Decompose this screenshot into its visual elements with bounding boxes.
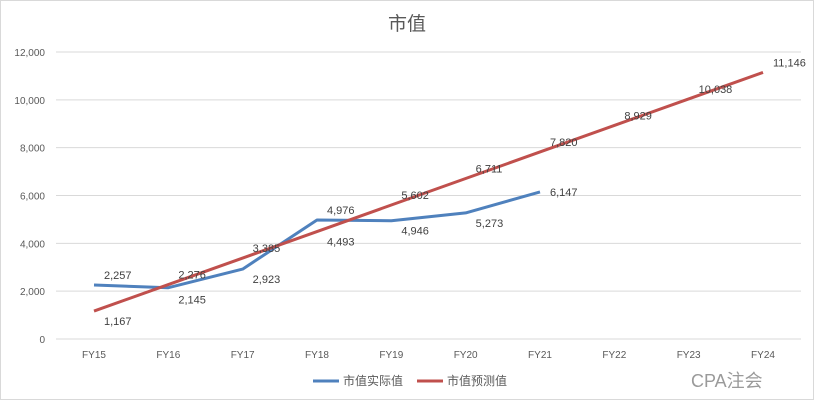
y-tick-label: 4,000 bbox=[20, 239, 45, 250]
data-label: 6,711 bbox=[476, 163, 503, 175]
series-line-1 bbox=[93, 71, 764, 313]
data-label: 5,602 bbox=[401, 190, 429, 202]
x-tick-label: FY15 bbox=[82, 350, 106, 361]
y-tick-label: 6,000 bbox=[20, 192, 45, 203]
legend-label: 市值预测值 bbox=[447, 373, 507, 388]
data-label: 4,946 bbox=[401, 226, 429, 238]
watermark: CPA注会 bbox=[691, 371, 763, 391]
x-tick-label: FY22 bbox=[602, 350, 626, 361]
data-label: 5,273 bbox=[476, 218, 504, 230]
data-label: 8,929 bbox=[624, 110, 652, 122]
legend-label: 市值实际值 bbox=[343, 373, 403, 388]
x-tick-label: FY19 bbox=[379, 350, 403, 361]
data-label: 2,276 bbox=[178, 270, 206, 282]
data-label: 7,820 bbox=[550, 137, 578, 149]
data-label: 3,385 bbox=[253, 243, 281, 255]
data-label: 2,923 bbox=[253, 274, 281, 286]
x-tick-label: FY21 bbox=[528, 350, 552, 361]
x-tick-label: FY24 bbox=[751, 350, 775, 361]
y-tick-label: 12,000 bbox=[14, 48, 45, 59]
data-label: 4,493 bbox=[327, 237, 355, 249]
data-label: 1,167 bbox=[104, 316, 132, 328]
data-label: 4,976 bbox=[327, 205, 355, 217]
x-tick-label: FY16 bbox=[156, 350, 180, 361]
series-line-0 bbox=[93, 190, 541, 290]
y-tick-label: 8,000 bbox=[20, 144, 45, 155]
data-label: 2,145 bbox=[178, 295, 206, 307]
y-tick-label: 0 bbox=[39, 335, 45, 346]
x-tick-label: FY23 bbox=[677, 350, 701, 361]
y-tick-label: 10,000 bbox=[14, 96, 45, 107]
data-label: 11,146 bbox=[773, 57, 806, 69]
chart-title: 市值 bbox=[388, 13, 426, 35]
x-tick-label: FY18 bbox=[305, 350, 329, 361]
x-tick-label: FY20 bbox=[454, 350, 478, 361]
x-tick-label: FY17 bbox=[231, 350, 255, 361]
data-label: 10,038 bbox=[699, 84, 733, 96]
data-label: 6,147 bbox=[550, 187, 578, 199]
data-label: 2,257 bbox=[104, 270, 132, 282]
y-tick-label: 2,000 bbox=[20, 287, 45, 298]
